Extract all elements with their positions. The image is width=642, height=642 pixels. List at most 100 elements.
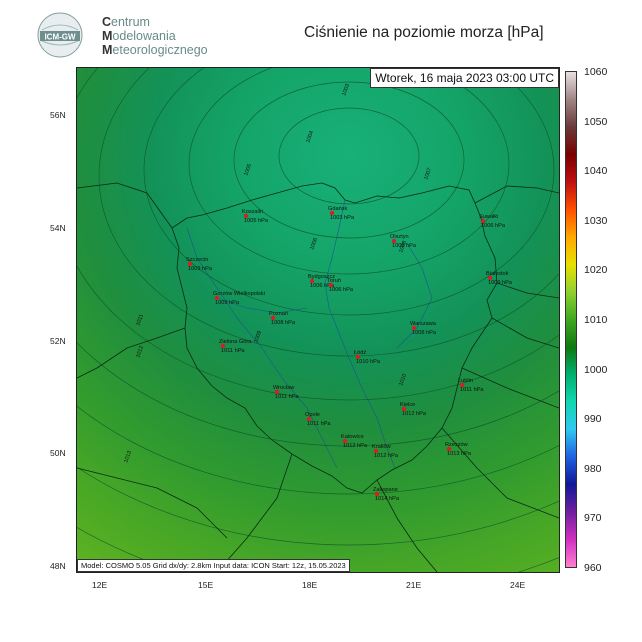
isobar-label-1007: 1007 <box>423 167 433 181</box>
city-name: Warszawa <box>410 321 437 327</box>
colorbar-label-970: 970 <box>584 512 602 525</box>
logo-line2-first: M <box>102 29 113 43</box>
city-gdańsk: Gdańsk 1003 hPa <box>328 206 355 221</box>
map-title: Ciśnienie na poziomie morza [hPa] <box>304 24 544 41</box>
isobar-label-1009: 1009 <box>253 330 263 344</box>
city-name: Białystok <box>486 271 509 277</box>
city-name: Wrocław <box>273 385 295 391</box>
logo-line3-rest: eteorologicznego <box>112 43 208 57</box>
city-pressure: 1006 hPa <box>310 283 335 289</box>
isobar-label-1011: 1011 <box>135 314 145 327</box>
city-name: Rzeszów <box>445 442 469 448</box>
city-pressure: 1009 hPa <box>215 300 240 306</box>
city-zielona-góra: Zielona Góra 1011 hPa <box>219 339 252 354</box>
city-koszalin: Koszalin 1005 hPa <box>242 209 269 224</box>
isobar-label-1010: 1010 <box>398 373 408 387</box>
logo-line1-rest: entrum <box>111 15 150 29</box>
isobar-labels: 1003 1004 1005 1006 1007 1008 1009 1010 1011 1012… <box>123 83 433 464</box>
city-name: Bydgoszcz <box>308 274 335 280</box>
river-warta <box>216 297 308 314</box>
model-info: Model: COSMO 5.05 Grid dx/dy: 2.8km Inpu… <box>77 559 350 572</box>
city-dot <box>373 448 379 454</box>
lat-label-50N: 50N <box>50 448 66 458</box>
rivers <box>186 199 433 469</box>
isobar-1006 <box>143 68 555 316</box>
lat-label-56N: 56N <box>50 110 66 120</box>
colorbar-label-1030: 1030 <box>584 214 608 227</box>
city-warszawa: Warszawa 1008 hPa <box>410 321 437 336</box>
lon-label-12E: 12E <box>92 580 108 590</box>
city-dot <box>459 382 465 388</box>
city-name: Suwałki <box>479 214 498 220</box>
city-rzeszów: Rzeszów 1013 hPa <box>445 442 472 457</box>
city-dot <box>220 343 226 349</box>
city-pressure: 1008 hPa <box>271 320 296 326</box>
logo-text: Centrum Modelowania Meteorologicznego <box>102 15 208 57</box>
city-pressure: 1006 hPa <box>481 223 506 229</box>
city-pressure: 1008 hPa <box>412 330 437 336</box>
city-name: Gdańsk <box>328 206 347 212</box>
city-dot <box>342 438 348 444</box>
border-germany-czech <box>77 327 186 379</box>
border-slovakia-hungary <box>376 479 438 572</box>
colorbar-label-980: 980 <box>584 462 602 475</box>
border-east-north <box>474 185 559 204</box>
city-name: Zielona Góra <box>219 339 252 345</box>
city-łódź: Łódź 1010 hPa <box>354 350 381 365</box>
map-canvas: Gdańsk 1003 hPa Koszalin 1005 hPa Suwałki 100… <box>77 68 559 572</box>
isobar-label-1005: 1005 <box>243 163 253 177</box>
city-lublin: Lublin 1011 hPa <box>458 378 484 393</box>
isobar-label-1012: 1012 <box>135 345 145 359</box>
city-name: Toruń <box>327 278 341 284</box>
city-opole: Opole 1011 hPa <box>305 412 331 427</box>
border-czech-austria <box>216 453 293 572</box>
river-vistula <box>324 199 396 469</box>
isobar-1011 <box>77 466 559 546</box>
colorbar-label-990: 990 <box>584 413 602 426</box>
isobar-1010 <box>77 405 559 495</box>
city-kielce: Kielce 1012 hPa <box>400 402 427 417</box>
city-pressure: 1014 hPa <box>375 496 400 502</box>
city-pressure: 1012 hPa <box>343 443 368 449</box>
city-olsztyn: Olsztyn 1005 hPa <box>390 234 417 249</box>
colorbar-label-1010: 1010 <box>584 314 608 326</box>
city-dot <box>374 491 380 497</box>
river-oder <box>186 227 338 469</box>
city-name: Zakopane <box>373 487 398 493</box>
city-dot <box>187 261 193 267</box>
icm-logo-icon: ICM-GW <box>37 12 83 58</box>
city-name: Poznań <box>269 311 288 317</box>
city-białystok: Białystok 1009 hPa <box>486 271 513 286</box>
borders <box>77 182 559 572</box>
city-wrocław: Wrocław 1011 hPa <box>273 385 299 400</box>
city-suwałki: Suwałki 1006 hPa <box>479 214 506 229</box>
city-name: Opole <box>305 412 320 418</box>
city-toruń: Toruń 1006 hPa <box>327 278 354 293</box>
city-pressure: 1003 hPa <box>330 215 355 221</box>
city-dot <box>243 213 249 219</box>
river-narew <box>396 242 433 349</box>
date-label: Wtorek, 16 maja 2023 03:00 UTC <box>370 68 559 88</box>
colorbar <box>565 71 577 568</box>
city-name: Szczecin <box>186 257 208 263</box>
city-name: Gorzów Wielkopolski <box>213 291 265 297</box>
city-name: Łódź <box>354 350 366 356</box>
border-ukraine <box>461 367 559 409</box>
colorbar-label-1000: 1000 <box>584 363 608 376</box>
isobar-1004 <box>233 81 465 239</box>
city-dot <box>480 218 486 224</box>
isobar-1008 <box>77 68 559 401</box>
lat-label-48N: 48N <box>50 561 66 571</box>
isobar-label-1013: 1013 <box>123 450 133 464</box>
city-name: Olsztyn <box>390 234 409 240</box>
colorbar-label-960: 960 <box>584 562 602 574</box>
city-dot <box>328 282 334 288</box>
city-zakopane: Zakopane 1014 hPa <box>373 487 400 502</box>
logo-line1-first: C <box>102 15 112 29</box>
pressure-map: Gdańsk 1003 hPa Koszalin 1005 hPa Suwałki 100… <box>76 67 560 573</box>
city-name: Lublin <box>458 378 473 384</box>
city-dot <box>309 278 315 284</box>
isobar-label-1004: 1004 <box>305 130 315 144</box>
isobar-label-1008: 1008 <box>398 240 408 254</box>
city-katowice: Katowice 1012 hPa <box>341 434 368 449</box>
